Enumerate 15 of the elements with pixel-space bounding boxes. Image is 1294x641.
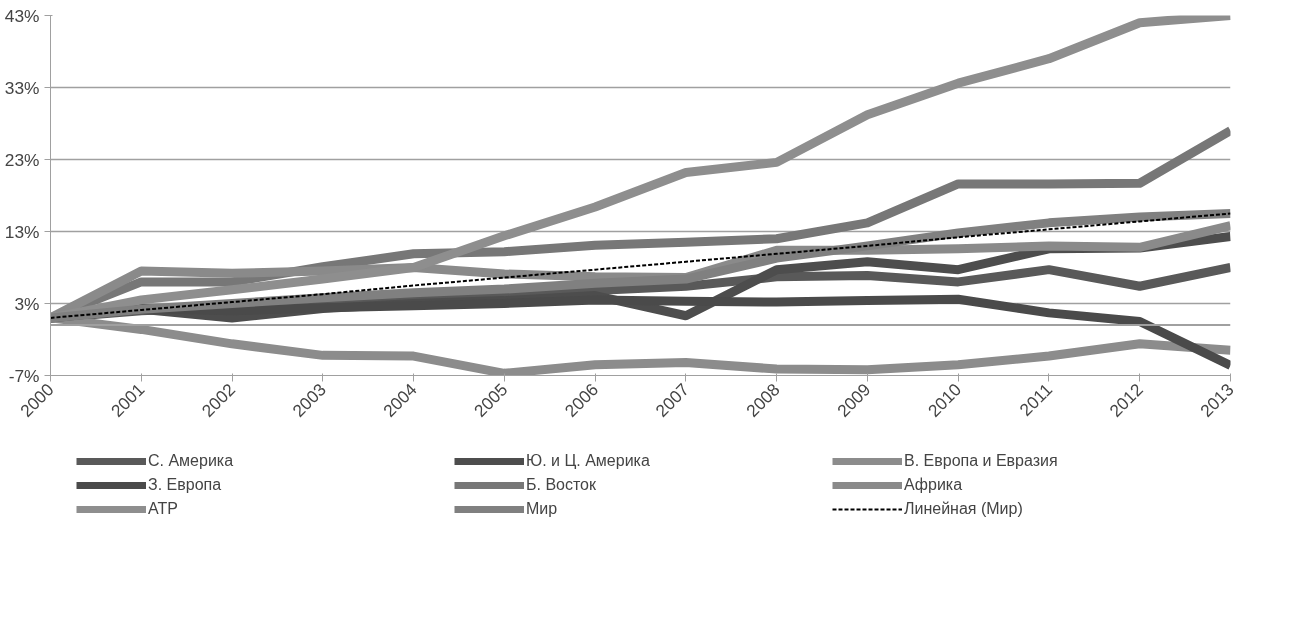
legend-label: АТР: [148, 500, 179, 518]
legend-label: В. Европа и Евразия: [904, 452, 1059, 470]
y-tick-label: 13%: [4, 221, 40, 242]
y-tick-label: 3%: [14, 293, 40, 314]
y-tick-label: 43%: [4, 5, 40, 26]
legend-label: Африка: [904, 476, 964, 494]
legend-label: Ю. и Ц. Америка: [526, 452, 651, 470]
legend-label: З. Европа: [148, 476, 223, 494]
legend-label: Мир: [526, 500, 559, 518]
y-tick-label: 33%: [4, 77, 40, 98]
legend-label: Линейная (Мир): [904, 500, 1024, 518]
legend-label: Б. Восток: [526, 476, 597, 494]
legend-label: С. Америка: [148, 452, 235, 470]
y-tick-label: -7%: [8, 365, 40, 386]
y-tick-label: 23%: [4, 149, 40, 170]
